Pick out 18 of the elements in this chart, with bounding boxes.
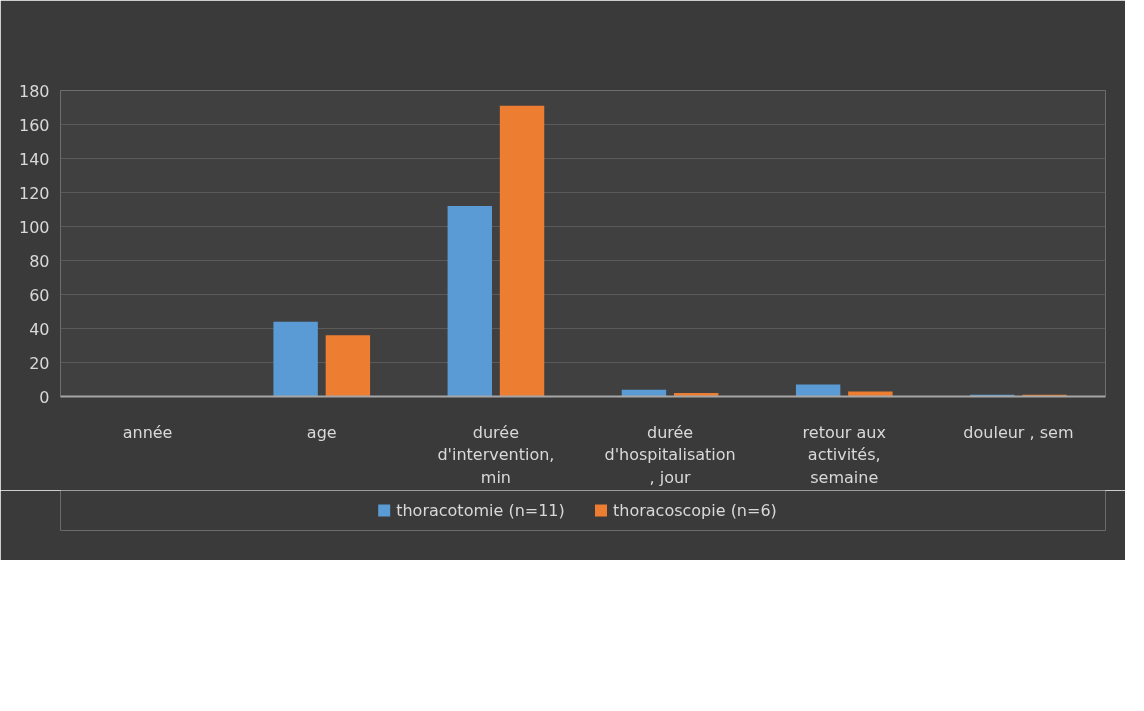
legend-label: thoracotomie (n=11) xyxy=(396,501,565,520)
y-tick-label: 160 xyxy=(18,115,50,135)
y-tick-label: 120 xyxy=(18,183,50,203)
x-tick-label: durée d'hospitalisation , jour xyxy=(604,422,736,488)
y-tick-label: 180 xyxy=(18,81,50,101)
y-tick-label: 60 xyxy=(29,285,50,305)
x-tick-label: retour aux activités, semaine xyxy=(802,422,886,488)
x-tick-label: douleur , sem xyxy=(963,422,1074,442)
y-tick-label: 80 xyxy=(29,251,50,271)
y-tick-label: 40 xyxy=(29,319,50,339)
legend-label: thoracoscopie (n=6) xyxy=(613,501,777,520)
y-tick-label: 20 xyxy=(29,353,50,373)
x-tick-label: age xyxy=(306,422,337,442)
y-tick-label: 140 xyxy=(18,149,50,169)
x-tick-label: année xyxy=(122,422,173,442)
y-tick-label: 0 xyxy=(39,387,50,407)
y-tick-label: 100 xyxy=(18,217,50,237)
x-tick-label: durée d'intervention, min xyxy=(437,422,555,488)
